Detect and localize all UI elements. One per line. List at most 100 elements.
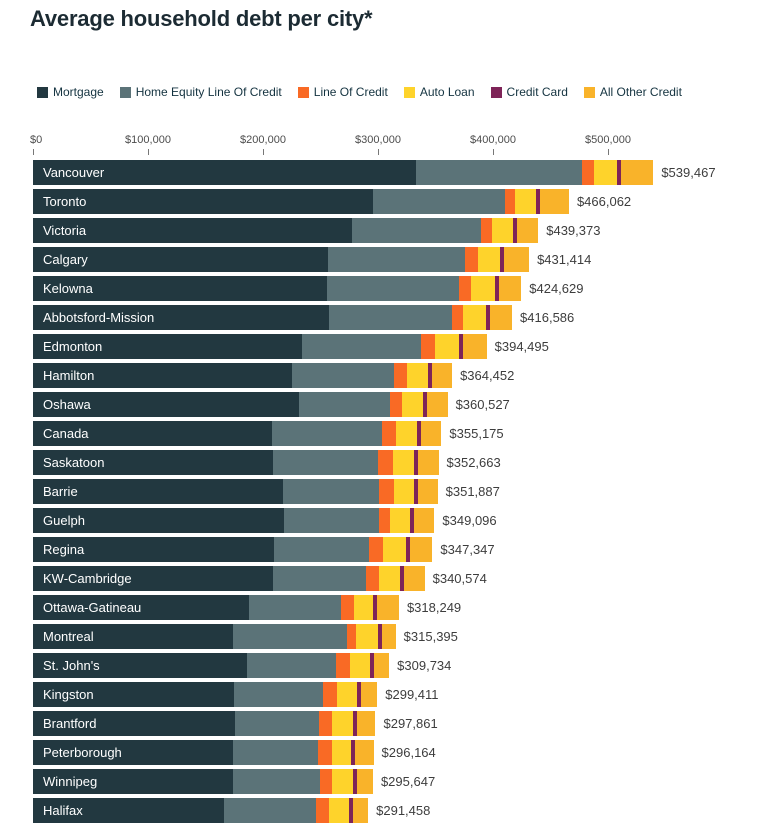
- segment-credit-card: [459, 334, 464, 359]
- segment-line-of-credit: [504, 189, 515, 214]
- segment-mortgage: [33, 479, 284, 504]
- stacked-bar: Halifax: [33, 798, 369, 823]
- segment-all-other-credit: [360, 682, 378, 707]
- stacked-bar: Toronto: [33, 189, 569, 214]
- bar-row-st-john-s: St. John's $309,734: [33, 653, 716, 678]
- segment-auto-loan: [378, 566, 400, 591]
- x-axis: $0 $100,000 $200,000 $300,000 $400,000 $500,0…: [30, 134, 753, 158]
- segment-home-equity-line-of-credit: [328, 247, 466, 272]
- city-label: Barrie: [43, 484, 78, 499]
- segment-mortgage: [33, 566, 273, 591]
- segment-line-of-credit: [379, 479, 394, 504]
- bar-value-label: $360,527: [455, 397, 510, 412]
- city-label: KW-Cambridge: [43, 571, 132, 586]
- axis-tick-label: $400,000: [470, 134, 516, 146]
- bar-row-hamilton: Hamilton $364,452: [33, 363, 716, 388]
- city-label: Halifax: [43, 803, 83, 818]
- stacked-bar: Kingston: [33, 682, 378, 707]
- stacked-bar: Guelph: [33, 508, 435, 533]
- legend-item-auto-loan: Auto Loan: [403, 85, 475, 99]
- bar-row-guelph: Guelph $349,096: [33, 508, 716, 533]
- bar-value-label: $355,175: [449, 426, 504, 441]
- bar-row-vancouver: Vancouver $539,467: [33, 160, 716, 185]
- segment-mortgage: [33, 450, 273, 475]
- bar-row-canada: Canada $355,175: [33, 421, 716, 446]
- legend-label: Home Equity Line Of Credit: [135, 85, 282, 99]
- bar-value-label: $431,414: [537, 252, 592, 267]
- axis-tick-label: $0: [30, 134, 43, 146]
- stacked-bar: Peterborough: [33, 740, 374, 765]
- bar-value-label: $466,062: [576, 194, 632, 209]
- segment-credit-card: [409, 508, 414, 533]
- segment-auto-loan: [395, 421, 417, 446]
- city-label: Victoria: [43, 223, 87, 238]
- segment-home-equity-line-of-credit: [273, 450, 379, 475]
- segment-credit-card: [352, 711, 357, 736]
- segment-credit-card: [617, 160, 622, 185]
- segment-credit-card: [372, 595, 377, 620]
- bar-row-winnipeg: Winnipeg $295,647: [33, 769, 716, 794]
- segment-all-other-credit: [355, 740, 374, 765]
- segment-line-of-credit: [346, 624, 356, 649]
- city-label: Oshawa: [43, 397, 91, 412]
- bar-row-barrie: Barrie $351,887: [33, 479, 716, 504]
- stacked-bar: Brantford: [33, 711, 376, 736]
- segment-credit-card: [405, 537, 410, 562]
- segment-credit-card: [513, 218, 518, 243]
- segment-mortgage: [33, 363, 293, 388]
- bar-row-kingston: Kingston $299,411: [33, 682, 716, 707]
- legend-item-credit-card: Credit Card: [490, 85, 568, 99]
- city-label: Regina: [43, 542, 85, 557]
- stacked-bar: Edmonton: [33, 334, 487, 359]
- legend-label: Mortgage: [53, 85, 104, 99]
- stacked-bar: St. John's: [33, 653, 390, 678]
- city-label: Edmonton: [43, 339, 103, 354]
- segment-home-equity-line-of-credit: [373, 189, 505, 214]
- bar-value-label: $351,887: [445, 484, 500, 499]
- stacked-bar: Kelowna: [33, 276, 522, 301]
- stacked-bar: Oshawa: [33, 392, 448, 417]
- segment-all-other-credit: [403, 566, 425, 591]
- bar-row-kelowna: Kelowna $424,629: [33, 276, 716, 301]
- bar-value-label: $296,164: [381, 745, 436, 760]
- segment-mortgage: [33, 334, 302, 359]
- segment-auto-loan: [331, 740, 352, 765]
- bar-rows: Vancouver $539,467 Toronto $466,062 Victoria…: [33, 160, 716, 827]
- axis-tick-mark: [33, 149, 34, 155]
- segment-line-of-credit: [378, 508, 390, 533]
- legend-swatch-icon: [297, 86, 309, 98]
- segment-home-equity-line-of-credit: [329, 305, 453, 330]
- segment-all-other-credit: [373, 653, 390, 678]
- segment-home-equity-line-of-credit: [248, 595, 342, 620]
- segment-mortgage: [33, 740, 233, 765]
- segment-auto-loan: [389, 508, 410, 533]
- city-label: Kelowna: [43, 281, 93, 296]
- segment-mortgage: [33, 798, 225, 823]
- segment-credit-card: [500, 247, 505, 272]
- segment-line-of-credit: [323, 682, 337, 707]
- segment-all-other-credit: [417, 479, 438, 504]
- segment-all-other-credit: [376, 595, 399, 620]
- legend-swatch-icon: [119, 86, 131, 98]
- stacked-bar: Ottawa-Gatineau: [33, 595, 399, 620]
- segment-credit-card: [423, 392, 428, 417]
- chart-title: Average household debt per city*: [30, 6, 373, 31]
- segment-auto-loan: [393, 479, 414, 504]
- segment-home-equity-line-of-credit: [235, 711, 319, 736]
- segment-auto-loan: [471, 276, 496, 301]
- segment-credit-card: [485, 305, 490, 330]
- segment-auto-loan: [477, 247, 501, 272]
- city-label: Vancouver: [43, 165, 105, 180]
- segment-all-other-credit: [539, 189, 569, 214]
- segment-mortgage: [33, 218, 352, 243]
- segment-all-other-credit: [420, 421, 442, 446]
- legend-item-all-other-credit: All Other Credit: [583, 85, 682, 99]
- segment-auto-loan: [593, 160, 618, 185]
- chart-legend: Mortgage Home Equity Line Of Credit Line O…: [37, 85, 682, 99]
- segment-all-other-credit: [621, 160, 654, 185]
- bar-row-brantford: Brantford $297,861: [33, 711, 716, 736]
- city-label: Montreal: [43, 629, 94, 644]
- segment-mortgage: [33, 769, 234, 794]
- segment-all-other-credit: [489, 305, 513, 330]
